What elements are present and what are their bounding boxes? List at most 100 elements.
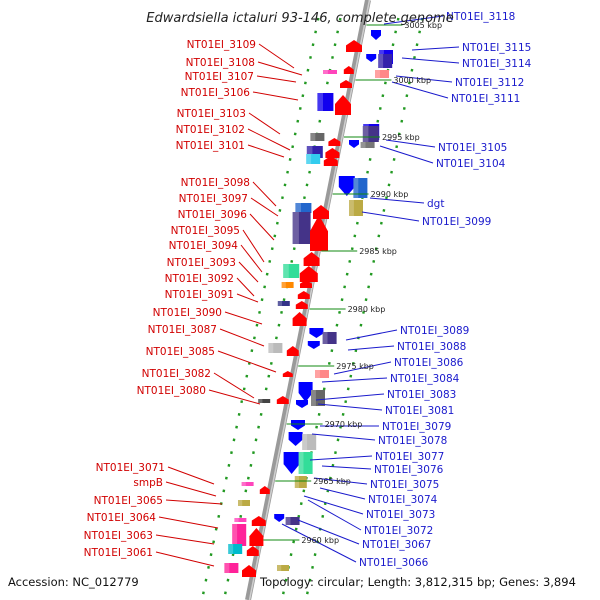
reverse-gene-label[interactable]: NT01EI_3077 [375, 451, 444, 463]
reverse-gene-box[interactable] [378, 54, 393, 68]
reverse-gene-label[interactable]: NT01EI_3078 [378, 435, 447, 447]
reverse-gene-label[interactable]: NT01EI_3118 [446, 11, 515, 23]
forward-gene-arrow[interactable] [242, 565, 256, 577]
reverse-gene-label[interactable]: NT01EI_3088 [397, 341, 466, 353]
forward-gene-box[interactable] [323, 70, 337, 74]
forward-gene-label[interactable]: NT01EI_3087 [148, 324, 217, 336]
reverse-gene-arrow[interactable] [291, 420, 305, 430]
reverse-gene-box[interactable] [277, 565, 289, 571]
reverse-gene-label[interactable]: NT01EI_3067 [362, 539, 431, 551]
reverse-gene-label[interactable]: NT01EI_3074 [368, 494, 438, 506]
forward-gene-arrow[interactable] [328, 138, 341, 146]
forward-gene-label[interactable]: NT01EI_3096 [178, 209, 248, 221]
reverse-gene-box[interactable] [362, 126, 379, 142]
forward-gene-box[interactable] [317, 93, 334, 111]
forward-gene-arrow[interactable] [251, 516, 266, 526]
forward-gene-arrow[interactable] [297, 291, 310, 299]
reverse-gene-arrow[interactable] [338, 176, 355, 196]
reverse-gene-label[interactable]: NT01EI_3112 [455, 77, 524, 89]
forward-gene-label[interactable]: NT01EI_3097 [179, 193, 248, 205]
reverse-gene-box[interactable] [294, 476, 307, 488]
reverse-gene-arrow[interactable] [309, 328, 324, 338]
reverse-gene-label[interactable]: NT01EI_3079 [382, 421, 451, 433]
forward-gene-arrow[interactable] [303, 252, 320, 266]
forward-gene-label[interactable]: NT01EI_3101 [176, 140, 245, 152]
forward-gene-label[interactable]: NT01EI_3095 [171, 225, 240, 237]
reverse-gene-arrow[interactable] [366, 54, 377, 62]
forward-gene-box[interactable] [268, 343, 283, 353]
forward-gene-label[interactable]: NT01EI_3061 [84, 547, 153, 559]
reverse-gene-label[interactable]: dgt [427, 198, 444, 210]
forward-gene-box[interactable] [295, 203, 312, 213]
forward-gene-label[interactable]: NT01EI_3090 [153, 307, 222, 319]
forward-gene-arrow[interactable] [299, 266, 318, 282]
reverse-gene-box[interactable] [353, 178, 368, 198]
forward-gene-label[interactable]: NT01EI_3106 [181, 87, 251, 99]
forward-gene-label[interactable]: NT01EI_3098 [181, 177, 250, 189]
forward-gene-box[interactable] [241, 482, 254, 486]
forward-gene-label[interactable]: NT01EI_3063 [84, 530, 153, 542]
forward-gene-label[interactable]: NT01EI_3071 [96, 462, 165, 474]
forward-gene-label[interactable]: NT01EI_3103 [177, 108, 246, 120]
forward-gene-arrow[interactable] [323, 156, 338, 166]
forward-gene-box[interactable] [310, 133, 325, 141]
forward-gene-arrow[interactable] [249, 528, 264, 546]
forward-gene-arrow[interactable] [313, 205, 329, 219]
forward-gene-box[interactable] [238, 500, 250, 506]
forward-gene-arrow[interactable] [286, 346, 299, 356]
forward-gene-arrow[interactable] [340, 80, 352, 88]
reverse-gene-box[interactable] [349, 200, 363, 216]
reverse-gene-arrow[interactable] [298, 382, 313, 402]
forward-gene-label[interactable]: NT01EI_3108 [186, 57, 255, 69]
forward-gene-arrow[interactable] [282, 371, 293, 377]
forward-gene-label[interactable]: NT01EI_3080 [137, 385, 206, 397]
reverse-gene-box[interactable] [298, 452, 313, 474]
reverse-gene-label[interactable]: NT01EI_3105 [438, 142, 507, 154]
forward-gene-arrow[interactable] [300, 280, 312, 288]
reverse-gene-label[interactable]: NT01EI_3084 [390, 373, 460, 385]
forward-gene-box[interactable] [306, 154, 321, 164]
forward-gene-label[interactable]: NT01EI_3102 [176, 124, 245, 136]
reverse-gene-label[interactable]: NT01EI_3099 [422, 216, 491, 228]
forward-gene-arrow[interactable] [310, 215, 328, 251]
forward-gene-label[interactable]: NT01EI_3109 [187, 39, 256, 51]
forward-gene-arrow[interactable] [325, 148, 340, 158]
forward-gene-label[interactable]: NT01EI_3094 [169, 240, 239, 252]
forward-gene-box[interactable] [283, 264, 300, 278]
reverse-gene-arrow[interactable] [288, 432, 303, 446]
reverse-gene-box[interactable] [315, 370, 329, 378]
reverse-gene-box[interactable] [302, 434, 317, 450]
reverse-gene-label[interactable]: NT01EI_3115 [462, 42, 531, 54]
forward-gene-label[interactable]: NT01EI_3065 [94, 495, 163, 507]
forward-gene-arrow[interactable] [335, 95, 351, 115]
reverse-gene-label[interactable]: NT01EI_3076 [374, 464, 444, 476]
forward-gene-box[interactable] [228, 544, 243, 554]
forward-gene-box[interactable] [224, 563, 239, 573]
reverse-gene-label[interactable]: NT01EI_3075 [370, 479, 439, 491]
forward-gene-label[interactable]: NT01EI_3093 [167, 257, 236, 269]
reverse-gene-arrow[interactable] [283, 452, 300, 474]
reverse-gene-label[interactable]: NT01EI_3104 [436, 158, 506, 170]
forward-gene-label[interactable]: NT01EI_3085 [146, 346, 215, 358]
forward-gene-arrow[interactable] [346, 40, 362, 52]
reverse-gene-label[interactable]: NT01EI_3114 [462, 58, 532, 70]
forward-gene-box[interactable] [234, 518, 247, 522]
forward-gene-label[interactable]: NT01EI_3082 [142, 368, 211, 380]
reverse-gene-box[interactable] [322, 332, 337, 344]
reverse-gene-label[interactable]: NT01EI_3081 [385, 405, 454, 417]
reverse-gene-label[interactable]: NT01EI_3089 [400, 325, 469, 337]
reverse-gene-box[interactable] [375, 70, 389, 78]
forward-gene-arrow[interactable] [246, 546, 259, 556]
forward-gene-box[interactable] [258, 399, 271, 403]
forward-gene-box[interactable] [292, 212, 311, 244]
reverse-gene-box[interactable] [285, 517, 300, 525]
forward-gene-arrow[interactable] [276, 396, 289, 404]
forward-gene-label[interactable]: NT01EI_3064 [87, 512, 157, 524]
reverse-gene-label[interactable]: NT01EI_3111 [451, 93, 520, 105]
reverse-gene-arrow[interactable] [274, 514, 285, 522]
forward-gene-label[interactable]: NT01EI_3091 [165, 289, 234, 301]
forward-gene-arrow[interactable] [292, 312, 307, 326]
forward-gene-label[interactable]: smpB [133, 477, 163, 489]
reverse-gene-arrow[interactable] [371, 30, 381, 40]
forward-gene-label[interactable]: NT01EI_3092 [165, 273, 234, 285]
